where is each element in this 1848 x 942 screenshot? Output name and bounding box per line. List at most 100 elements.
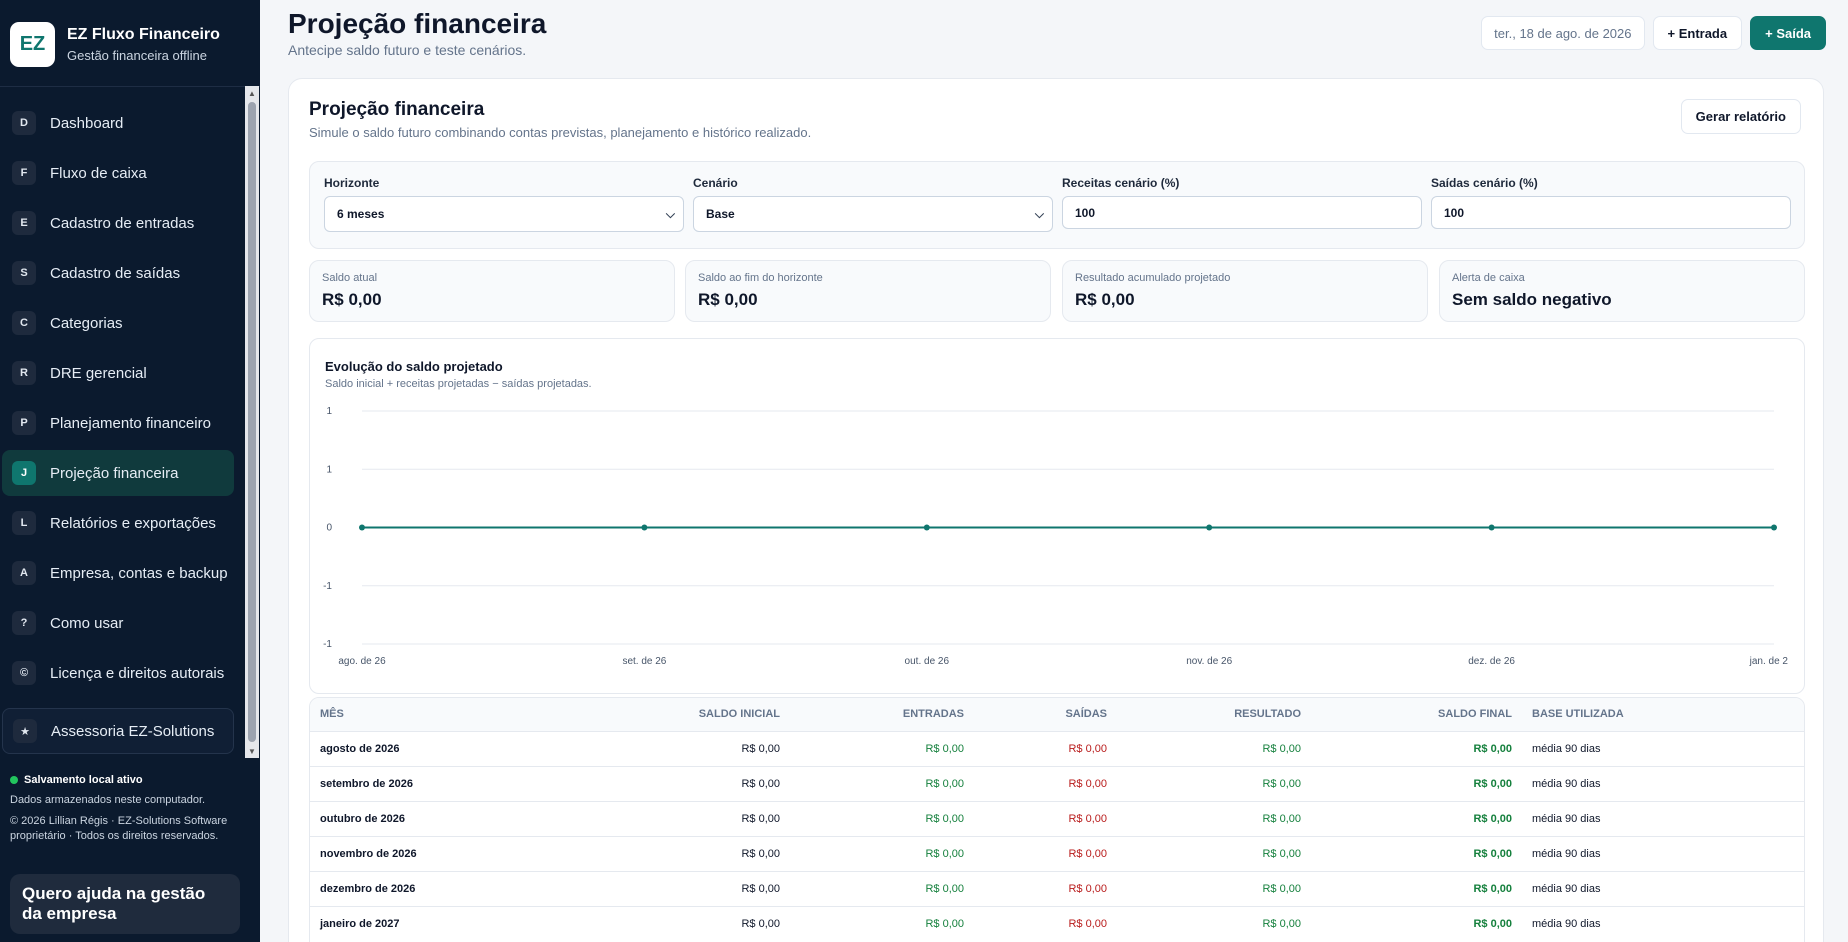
cell-saidas: R$ 0,00	[1068, 917, 1107, 930]
cell-mes: agosto de 2026	[320, 742, 400, 755]
cell-base: média 90 dias	[1532, 777, 1601, 790]
data-point[interactable]	[359, 524, 365, 531]
sidebar-item-cadastro-entradas[interactable]: E Cadastro de entradas	[2, 200, 234, 246]
col-resultado: RESULTADO	[1234, 708, 1301, 721]
brand-subtitle: Gestão financeira offline	[67, 48, 207, 63]
nav-badge: S	[12, 261, 36, 285]
nav-badge: F	[12, 161, 36, 185]
data-point[interactable]	[641, 524, 648, 531]
sidebar-item-dre-gerencial[interactable]: R DRE gerencial	[2, 350, 234, 396]
cell-saldo-inicial: R$ 0,00	[741, 847, 780, 860]
save-status-label: Salvamento local ativo	[24, 774, 143, 786]
sidebar-item-empresa[interactable]: A Empresa, contas e backup	[2, 550, 234, 596]
projection-card: Projeção financeira Simule o saldo futur…	[288, 78, 1824, 942]
help-button[interactable]: Quero ajuda na gestão da empresa	[10, 874, 240, 934]
cell-resultado: R$ 0,00	[1262, 742, 1301, 755]
cell-entradas: R$ 0,00	[925, 742, 964, 755]
receitas-field: Receitas cenário (%) 100	[1062, 176, 1422, 229]
sidebar-item-assessoria[interactable]: ★ Assessoria EZ-Solutions	[2, 708, 234, 754]
col-entradas: ENTRADAS	[902, 708, 964, 721]
saidas-input[interactable]: 100	[1431, 196, 1791, 229]
generate-report-button[interactable]: Gerar relatório	[1680, 99, 1801, 134]
status-dot-icon	[10, 776, 18, 784]
brand[interactable]: EZ EZ Fluxo Financeiro Gestão financeira…	[10, 22, 220, 67]
cenario-label: Cenário	[693, 176, 738, 190]
data-point[interactable]	[1771, 524, 1777, 531]
x-tick-label: nov. de 26	[1186, 656, 1232, 667]
data-point[interactable]	[1206, 524, 1213, 531]
page-title: Projeção financeira	[288, 8, 547, 39]
chevron-down-icon: ⌵	[665, 207, 675, 221]
table-row: outubro de 2026 R$ 0,00 R$ 0,00 R$ 0,00 R$ 0…	[310, 801, 1804, 836]
table-row: janeiro de 2027 R$ 0,00 R$ 0,00 R$ 0,00 R$ 0…	[310, 906, 1804, 941]
nav-badge: P	[12, 411, 36, 435]
sidebar-item-label: Relatórios e exportações	[50, 514, 216, 532]
cell-mes: outubro de 2026	[320, 812, 405, 825]
scroll-down-icon[interactable]: ▼	[248, 746, 256, 756]
add-saida-button[interactable]: + Saída	[1750, 16, 1826, 50]
sidebar-item-como-usar[interactable]: ? Como usar	[2, 600, 234, 646]
nav-badge: E	[12, 211, 36, 235]
x-tick-label: jan. de 2	[1749, 656, 1789, 667]
kpi-label: Saldo ao fim do horizonte	[698, 272, 823, 284]
cell-saidas: R$ 0,00	[1068, 777, 1107, 790]
sidebar-item-licenca[interactable]: © Licença e direitos autorais	[2, 650, 234, 696]
filters-panel: Horizonte 6 meses ⌵ Cenário Base ⌵ Recei…	[309, 161, 1805, 249]
brand-text: EZ Fluxo Financeiro Gestão financeira of…	[67, 26, 220, 63]
x-tick-label: ago. de 26	[338, 656, 386, 667]
nav-badge: R	[12, 361, 36, 385]
cell-mes: janeiro de 2027	[320, 917, 400, 930]
data-point[interactable]	[1488, 524, 1495, 531]
nav-divider	[0, 86, 260, 87]
sidebar-item-label: Dashboard	[50, 114, 124, 132]
projection-table-wrap: MÊS SALDO INICIAL ENTRADAS SAÍDAS RESULT…	[309, 697, 1805, 942]
x-tick-label: set. de 26	[622, 656, 666, 667]
star-icon: ★	[13, 719, 37, 743]
x-tick-label: out. de 26	[905, 656, 950, 667]
cell-entradas: R$ 0,00	[925, 917, 964, 930]
cell-resultado: R$ 0,00	[1262, 882, 1301, 895]
kpi-resultado: Resultado acumulado projetado R$ 0,00	[1062, 260, 1428, 322]
cell-saldo-final: R$ 0,00	[1473, 812, 1512, 825]
cell-saidas: R$ 0,00	[1068, 882, 1107, 895]
add-entrada-button[interactable]: + Entrada	[1652, 16, 1743, 50]
table-row: novembro de 2026 R$ 0,00 R$ 0,00 R$ 0,00 R$ …	[310, 836, 1804, 871]
col-saidas: SAÍDAS	[1065, 708, 1107, 721]
current-date: ter., 18 de ago. de 2026	[1481, 16, 1645, 50]
sidebar-item-relatorios[interactable]: L Relatórios e exportações	[2, 500, 234, 546]
cell-saldo-inicial: R$ 0,00	[741, 742, 780, 755]
sidebar-item-cadastro-saidas[interactable]: S Cadastro de saídas	[2, 250, 234, 296]
sidebar-footer: Salvamento local ativo Dados armazenados…	[10, 774, 250, 844]
sidebar-scrollbar[interactable]: ▲ ▼	[245, 86, 259, 758]
card-title: Projeção financeira	[309, 99, 485, 120]
scroll-thumb[interactable]	[248, 102, 256, 742]
cell-mes: dezembro de 2026	[320, 882, 416, 895]
sidebar-item-planejamento[interactable]: P Planejamento financeiro	[2, 400, 234, 446]
sidebar-item-dashboard[interactable]: D Dashboard	[2, 100, 234, 146]
cell-resultado: R$ 0,00	[1262, 812, 1301, 825]
cell-base: média 90 dias	[1532, 917, 1601, 930]
sidebar: EZ EZ Fluxo Financeiro Gestão financeira…	[0, 0, 260, 942]
cell-base: média 90 dias	[1532, 882, 1601, 895]
sidebar-item-label: DRE gerencial	[50, 364, 147, 382]
sidebar-item-projecao[interactable]: J Projeção financeira	[2, 450, 234, 496]
cell-saldo-final: R$ 0,00	[1473, 917, 1512, 930]
cell-resultado: R$ 0,00	[1262, 847, 1301, 860]
cell-entradas: R$ 0,00	[925, 812, 964, 825]
horizonte-select[interactable]: 6 meses ⌵	[324, 196, 684, 232]
data-point[interactable]	[923, 524, 930, 531]
y-tick-label: -1	[323, 639, 332, 650]
nav-badge: ?	[12, 611, 36, 635]
receitas-input[interactable]: 100	[1062, 196, 1422, 229]
col-saldo-inicial: SALDO INICIAL	[698, 708, 780, 721]
sidebar-item-categorias[interactable]: C Categorias	[2, 300, 234, 346]
scroll-up-icon[interactable]: ▲	[248, 88, 256, 98]
chart-subtitle: Saldo inicial + receitas projetadas − sa…	[325, 378, 592, 390]
kpi-label: Resultado acumulado projetado	[1075, 272, 1231, 284]
kpi-label: Saldo atual	[322, 272, 378, 284]
cenario-select[interactable]: Base ⌵	[693, 196, 1053, 232]
kpi-saldo-atual: Saldo atual R$ 0,00	[309, 260, 675, 322]
sidebar-item-label: Fluxo de caixa	[50, 164, 147, 182]
horizonte-value: 6 meses	[337, 207, 385, 221]
sidebar-item-fluxo-de-caixa[interactable]: F Fluxo de caixa	[2, 150, 234, 196]
